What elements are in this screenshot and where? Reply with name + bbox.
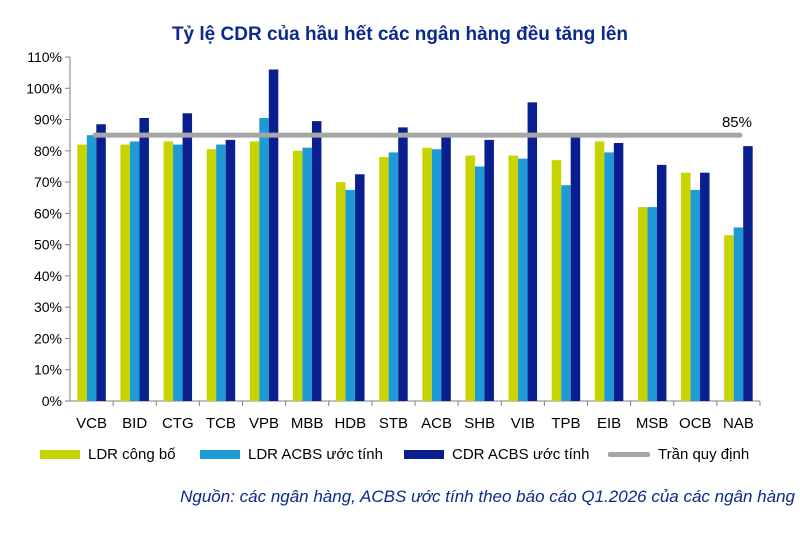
bar-acb-series-0 [422, 147, 432, 401]
bar-vpb-series-2 [268, 69, 279, 401]
y-tick-label: 0% [42, 393, 62, 409]
bar-tcb-series-0 [206, 149, 217, 401]
x-tick-label: HDB [334, 415, 366, 432]
bar-msb-series-0 [637, 207, 648, 401]
bar-tpb-series-0 [551, 160, 562, 401]
x-tick-label: NAB [723, 415, 754, 432]
bar-chart: 85% VCB BID CTG TCB VPB MBB HDB STB ACB SHB VIB TPB… [26, 49, 761, 432]
x-tick-label: EIB [597, 415, 621, 432]
bar-shb-series-2 [484, 139, 494, 401]
y-tick-label: 90% [34, 112, 62, 128]
y-tick-label: 70% [34, 174, 62, 190]
bar-shb-series-0 [465, 155, 475, 401]
bar-eib-series-0 [594, 141, 605, 401]
legend-label: CDR ACBS ước tính [452, 446, 590, 463]
bar-vpb-series-1 [259, 117, 269, 402]
x-tick-labels: VCB BID CTG TCB VPB MBB HDB STB ACB SHB VIB TPB EIB M… [76, 401, 761, 432]
bar-hdb-series-1 [345, 189, 356, 401]
legend-label: LDR ACBS ước tính [248, 446, 383, 463]
bar-vpb-series-0 [249, 141, 260, 401]
bars [77, 69, 753, 402]
bar-nab-series-1 [733, 227, 744, 401]
reference-line-label: 85% [722, 114, 752, 131]
x-tick-label: MBB [291, 415, 324, 432]
legend-swatch [40, 450, 80, 459]
bar-vcb-series-0 [77, 144, 87, 401]
x-tick-label: VPB [249, 415, 279, 432]
y-tick-label: 20% [34, 330, 62, 346]
source-note: Nguồn: các ngân hàng, ACBS ước tính theo… [180, 487, 795, 506]
legend-label: Trần quy định [658, 446, 750, 463]
y-tick-labels: 0% 10% 20% 30% 40% 50% 60% 70% 80% 90% 100% 110% [26, 49, 70, 409]
x-tick-label: VIB [511, 415, 535, 432]
bar-tpb-series-1 [561, 185, 571, 401]
y-tick-label: 10% [34, 362, 62, 378]
bar-tcb-series-1 [216, 144, 226, 401]
y-tick-label: 60% [34, 205, 62, 221]
x-tick-label: TCB [206, 415, 236, 432]
legend-label: LDR công bố [88, 446, 176, 463]
bar-bid-series-2 [139, 117, 149, 402]
y-tick-label: 30% [34, 299, 62, 315]
bar-vcb-series-1 [86, 135, 97, 401]
bar-mbb-series-0 [292, 150, 303, 401]
legend-line-swatch [608, 452, 650, 457]
chart-title: Tỷ lệ CDR của hầu hết các ngân hàng đều … [171, 24, 629, 45]
bar-msb-series-1 [647, 207, 657, 401]
legend-item-ldr-cong-bo: LDR công bố [40, 446, 176, 463]
bar-eib-series-2 [613, 143, 624, 401]
bar-msb-series-2 [656, 164, 667, 401]
x-tick-label: CTG [162, 415, 194, 432]
legend: LDR công bố LDR ACBS ước tính CDR ACBS ư… [40, 446, 780, 468]
bar-ocb-series-1 [690, 189, 701, 401]
bar-vib-series-0 [508, 155, 519, 401]
bar-shb-series-1 [474, 166, 485, 401]
y-tick-label: 100% [26, 80, 62, 96]
bar-stb-series-1 [388, 152, 399, 401]
x-tick-label: VCB [76, 415, 107, 432]
x-tick-label: SHB [464, 415, 495, 432]
y-tick-label: 40% [34, 268, 62, 284]
bar-vcb-series-2 [96, 124, 106, 402]
bar-tpb-series-2 [570, 135, 581, 401]
bar-hdb-series-2 [355, 174, 365, 401]
bar-stb-series-2 [398, 127, 408, 401]
bar-ctg-series-0 [163, 141, 174, 401]
bar-bid-series-0 [120, 144, 130, 401]
legend-item-tran-quy-dinh: Trần quy định [608, 446, 749, 463]
x-tick-label: ACB [421, 415, 452, 432]
x-tick-label: BID [122, 415, 147, 432]
bar-nab-series-0 [724, 235, 734, 401]
bar-hdb-series-0 [336, 182, 346, 401]
bar-bid-series-1 [129, 141, 140, 401]
bar-stb-series-0 [379, 157, 389, 401]
y-tick-label: 50% [34, 237, 62, 253]
bar-ocb-series-2 [700, 172, 710, 401]
legend-item-cdr-acbs: CDR ACBS ước tính [404, 446, 589, 463]
bar-tcb-series-2 [225, 139, 236, 401]
x-tick-label: OCB [679, 415, 712, 432]
bar-ctg-series-2 [182, 113, 193, 402]
legend-item-ldr-acbs: LDR ACBS ước tính [200, 446, 383, 463]
y-tick-label: 110% [27, 49, 62, 65]
x-tick-label: TPB [551, 415, 580, 432]
reference-line-group: 85% [92, 114, 752, 138]
bar-nab-series-2 [743, 146, 753, 401]
y-tick-label: 80% [34, 143, 62, 159]
bar-mbb-series-1 [302, 147, 312, 401]
bar-vib-series-1 [518, 158, 528, 401]
x-tick-label: MSB [636, 415, 669, 432]
bar-ctg-series-1 [173, 144, 183, 401]
legend-swatch [404, 450, 444, 459]
x-tick-label: STB [379, 415, 408, 432]
bar-acb-series-1 [431, 149, 442, 401]
bar-eib-series-1 [604, 152, 614, 401]
bar-ocb-series-0 [681, 172, 691, 401]
legend-swatch [200, 450, 240, 459]
bar-vib-series-2 [527, 102, 538, 401]
bar-mbb-series-2 [311, 121, 322, 401]
bar-acb-series-2 [441, 135, 451, 401]
